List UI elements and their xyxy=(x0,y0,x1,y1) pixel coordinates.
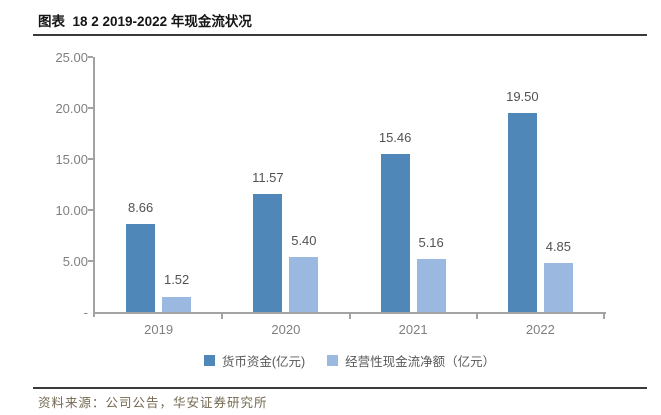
x-tick-mark xyxy=(221,314,224,319)
bar-s1-2022 xyxy=(507,113,537,312)
legend-item-monetary-funds: 货币资金(亿元) xyxy=(203,351,306,370)
x-tick-mark xyxy=(603,314,605,319)
bar-value-label: 5.16 xyxy=(418,235,444,251)
series2-swatch-icon xyxy=(327,355,339,366)
bar-value-label: 11.57 xyxy=(252,169,284,185)
bar-s2-2020 xyxy=(289,256,319,312)
legend-label-series1: 货币资金(亿元) xyxy=(221,355,306,369)
bar-value-label: 19.50 xyxy=(506,89,539,105)
bar-s2-2019 xyxy=(162,296,192,312)
y-tick-label: 25.00 xyxy=(55,49,88,65)
y-tick-label: 20.00 xyxy=(55,100,88,116)
y-tick-mark xyxy=(88,107,93,109)
bar-s2-2021 xyxy=(416,259,446,312)
y-tick-label: 10.00 xyxy=(55,202,88,218)
legend-label-series2: 经营性现金流净额（亿元） xyxy=(345,355,496,369)
bar-value-label: 5.40 xyxy=(291,232,317,248)
x-tick-label: 2019 xyxy=(144,322,174,337)
figure-title: 图表 18 2 2019-2022 年现金流状况 xyxy=(38,14,252,29)
x-tick-label: 2022 xyxy=(525,322,555,337)
plot-area: 8.66 1.52 11.57 5.40 15.46 5.16 19.50 4.85 xyxy=(95,57,604,312)
legend-item-operating-cash-flow: 经营性现金流净额（亿元） xyxy=(327,351,495,370)
bar-s1-2021 xyxy=(380,154,410,312)
bar-value-label: 8.66 xyxy=(127,199,154,215)
x-tick-label: 2020 xyxy=(271,322,301,337)
y-tick-label: 15.00 xyxy=(55,151,88,167)
x-tick-mark xyxy=(348,314,351,319)
bar-value-label: 4.85 xyxy=(545,238,572,254)
y-axis-line xyxy=(93,57,95,317)
x-tick-mark xyxy=(475,314,478,319)
series1-swatch-icon xyxy=(203,355,215,366)
y-tick-mark xyxy=(88,209,93,211)
y-tick-mark xyxy=(88,158,93,160)
bar-s1-2019 xyxy=(126,223,156,312)
y-tick-mark xyxy=(88,56,93,58)
legend: 货币资金(亿元) 经营性现金流净额（亿元） xyxy=(95,351,604,370)
footer-divider xyxy=(33,387,647,389)
title-divider xyxy=(33,34,647,36)
bar-s2-2022 xyxy=(543,262,573,312)
source-note: 资料来源：公司公告，华安证券研究所 xyxy=(38,396,268,410)
bar-s1-2020 xyxy=(253,194,283,312)
y-tick-label: - xyxy=(83,304,88,320)
y-tick-mark xyxy=(88,260,93,262)
bar-value-label: 15.46 xyxy=(378,130,412,146)
bar-value-label: 1.52 xyxy=(163,272,190,288)
y-tick-label: 5.00 xyxy=(62,253,88,269)
x-axis-line xyxy=(93,312,606,314)
x-tick-label: 2021 xyxy=(398,322,428,337)
